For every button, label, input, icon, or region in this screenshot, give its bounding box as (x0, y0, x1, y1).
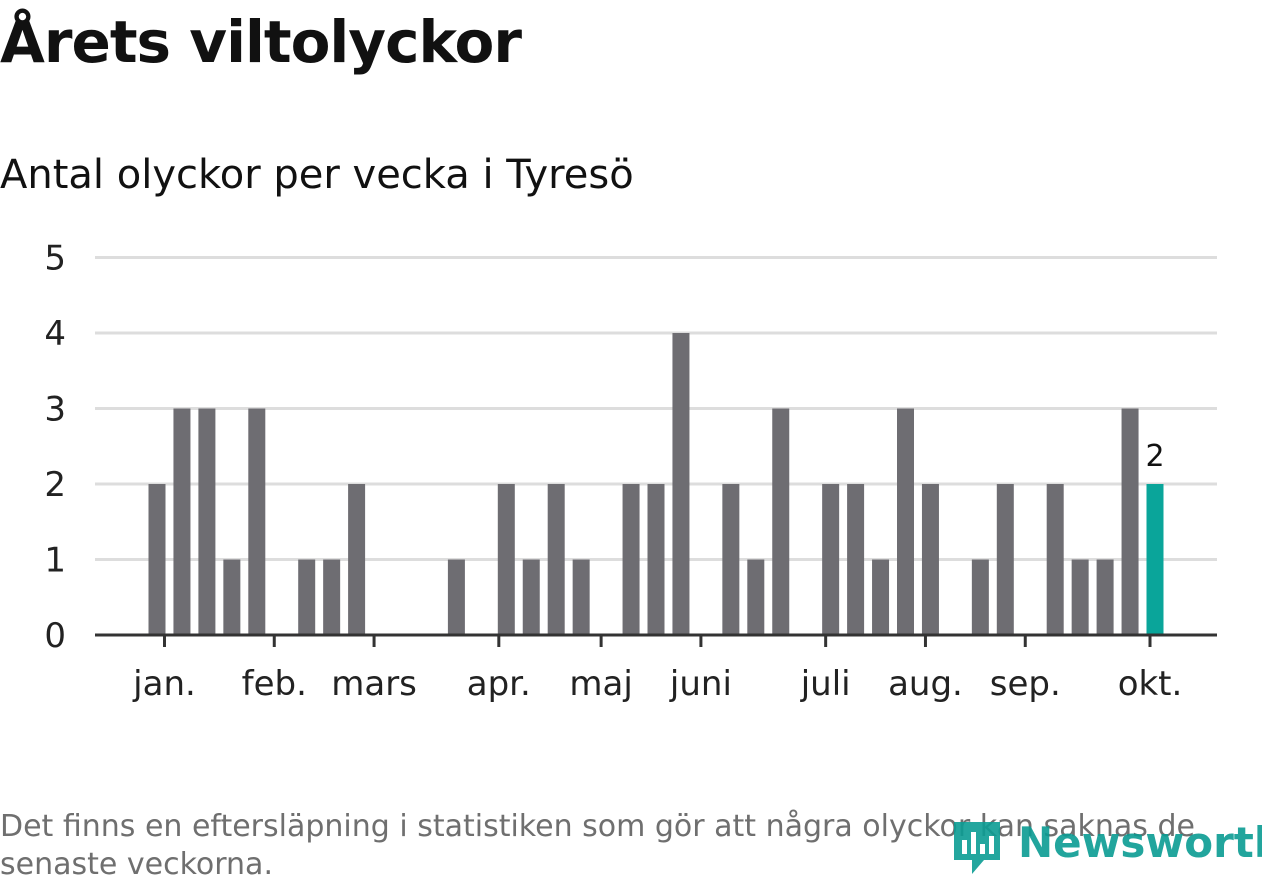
newsworthy-logo-text: Newsworthy (1018, 818, 1262, 867)
x-tick-label: apr. (467, 664, 531, 704)
bar (148, 484, 166, 635)
bar (1046, 484, 1064, 635)
bar (198, 408, 216, 635)
y-tick-label: 5 (44, 239, 66, 279)
y-tick-label: 1 (44, 541, 66, 581)
x-tick-label: maj (569, 664, 632, 704)
bar (248, 408, 266, 635)
bar (622, 484, 640, 635)
bar (1096, 559, 1114, 635)
data-label-latest: 2 (1145, 439, 1164, 474)
bar (897, 408, 914, 635)
bar (772, 408, 790, 635)
bar (822, 484, 840, 635)
chart-title: Årets viltolyckor (0, 8, 522, 76)
bar (497, 484, 515, 635)
bar (522, 559, 540, 635)
newsworthy-logo-icon (954, 822, 1000, 874)
bar (847, 484, 865, 635)
bar (747, 559, 765, 635)
y-tick-label: 0 (44, 616, 66, 656)
x-tick-label: sep. (990, 664, 1061, 704)
x-tick-label: feb. (242, 664, 307, 704)
bar (1121, 408, 1139, 635)
bar-chart: 0 1 2 3 4 5 jan. feb. mars apr. maj juni juli aug. se… (44, 239, 1217, 704)
y-tick-label: 4 (44, 314, 66, 354)
newsworthy-logo: Newsworthy (950, 814, 1262, 876)
x-tick-label: juli (800, 664, 851, 704)
x-tick-label: juni (669, 664, 732, 704)
x-tick-label: mars (331, 664, 417, 704)
bar (647, 484, 665, 635)
x-tick-label: aug. (888, 664, 963, 704)
bar (872, 559, 890, 635)
bar (921, 484, 939, 635)
bar (298, 559, 316, 635)
bar (996, 484, 1014, 635)
y-tick-label: 2 (44, 465, 66, 505)
bar (223, 559, 241, 635)
bar (1071, 559, 1089, 635)
bar (547, 484, 565, 635)
bar (173, 408, 191, 635)
bar (572, 559, 590, 635)
bar (722, 484, 740, 635)
bar (971, 559, 989, 635)
data-labels: 2 (1145, 439, 1164, 474)
bar (672, 333, 690, 635)
bar (1146, 484, 1164, 635)
chart-subtitle: Antal olyckor per vecka i Tyresö (0, 152, 634, 198)
x-tick-label: okt. (1118, 664, 1183, 704)
x-tick-label: jan. (132, 664, 196, 704)
bar (348, 484, 366, 635)
y-tick-label: 3 (44, 390, 66, 430)
bar (323, 559, 341, 635)
bars (148, 333, 1164, 635)
bar (447, 559, 465, 635)
x-axis-ticks: jan. feb. mars apr. maj juni juli aug. sep. okt. (132, 635, 1182, 704)
y-axis-ticks: 0 1 2 3 4 5 (44, 239, 66, 657)
